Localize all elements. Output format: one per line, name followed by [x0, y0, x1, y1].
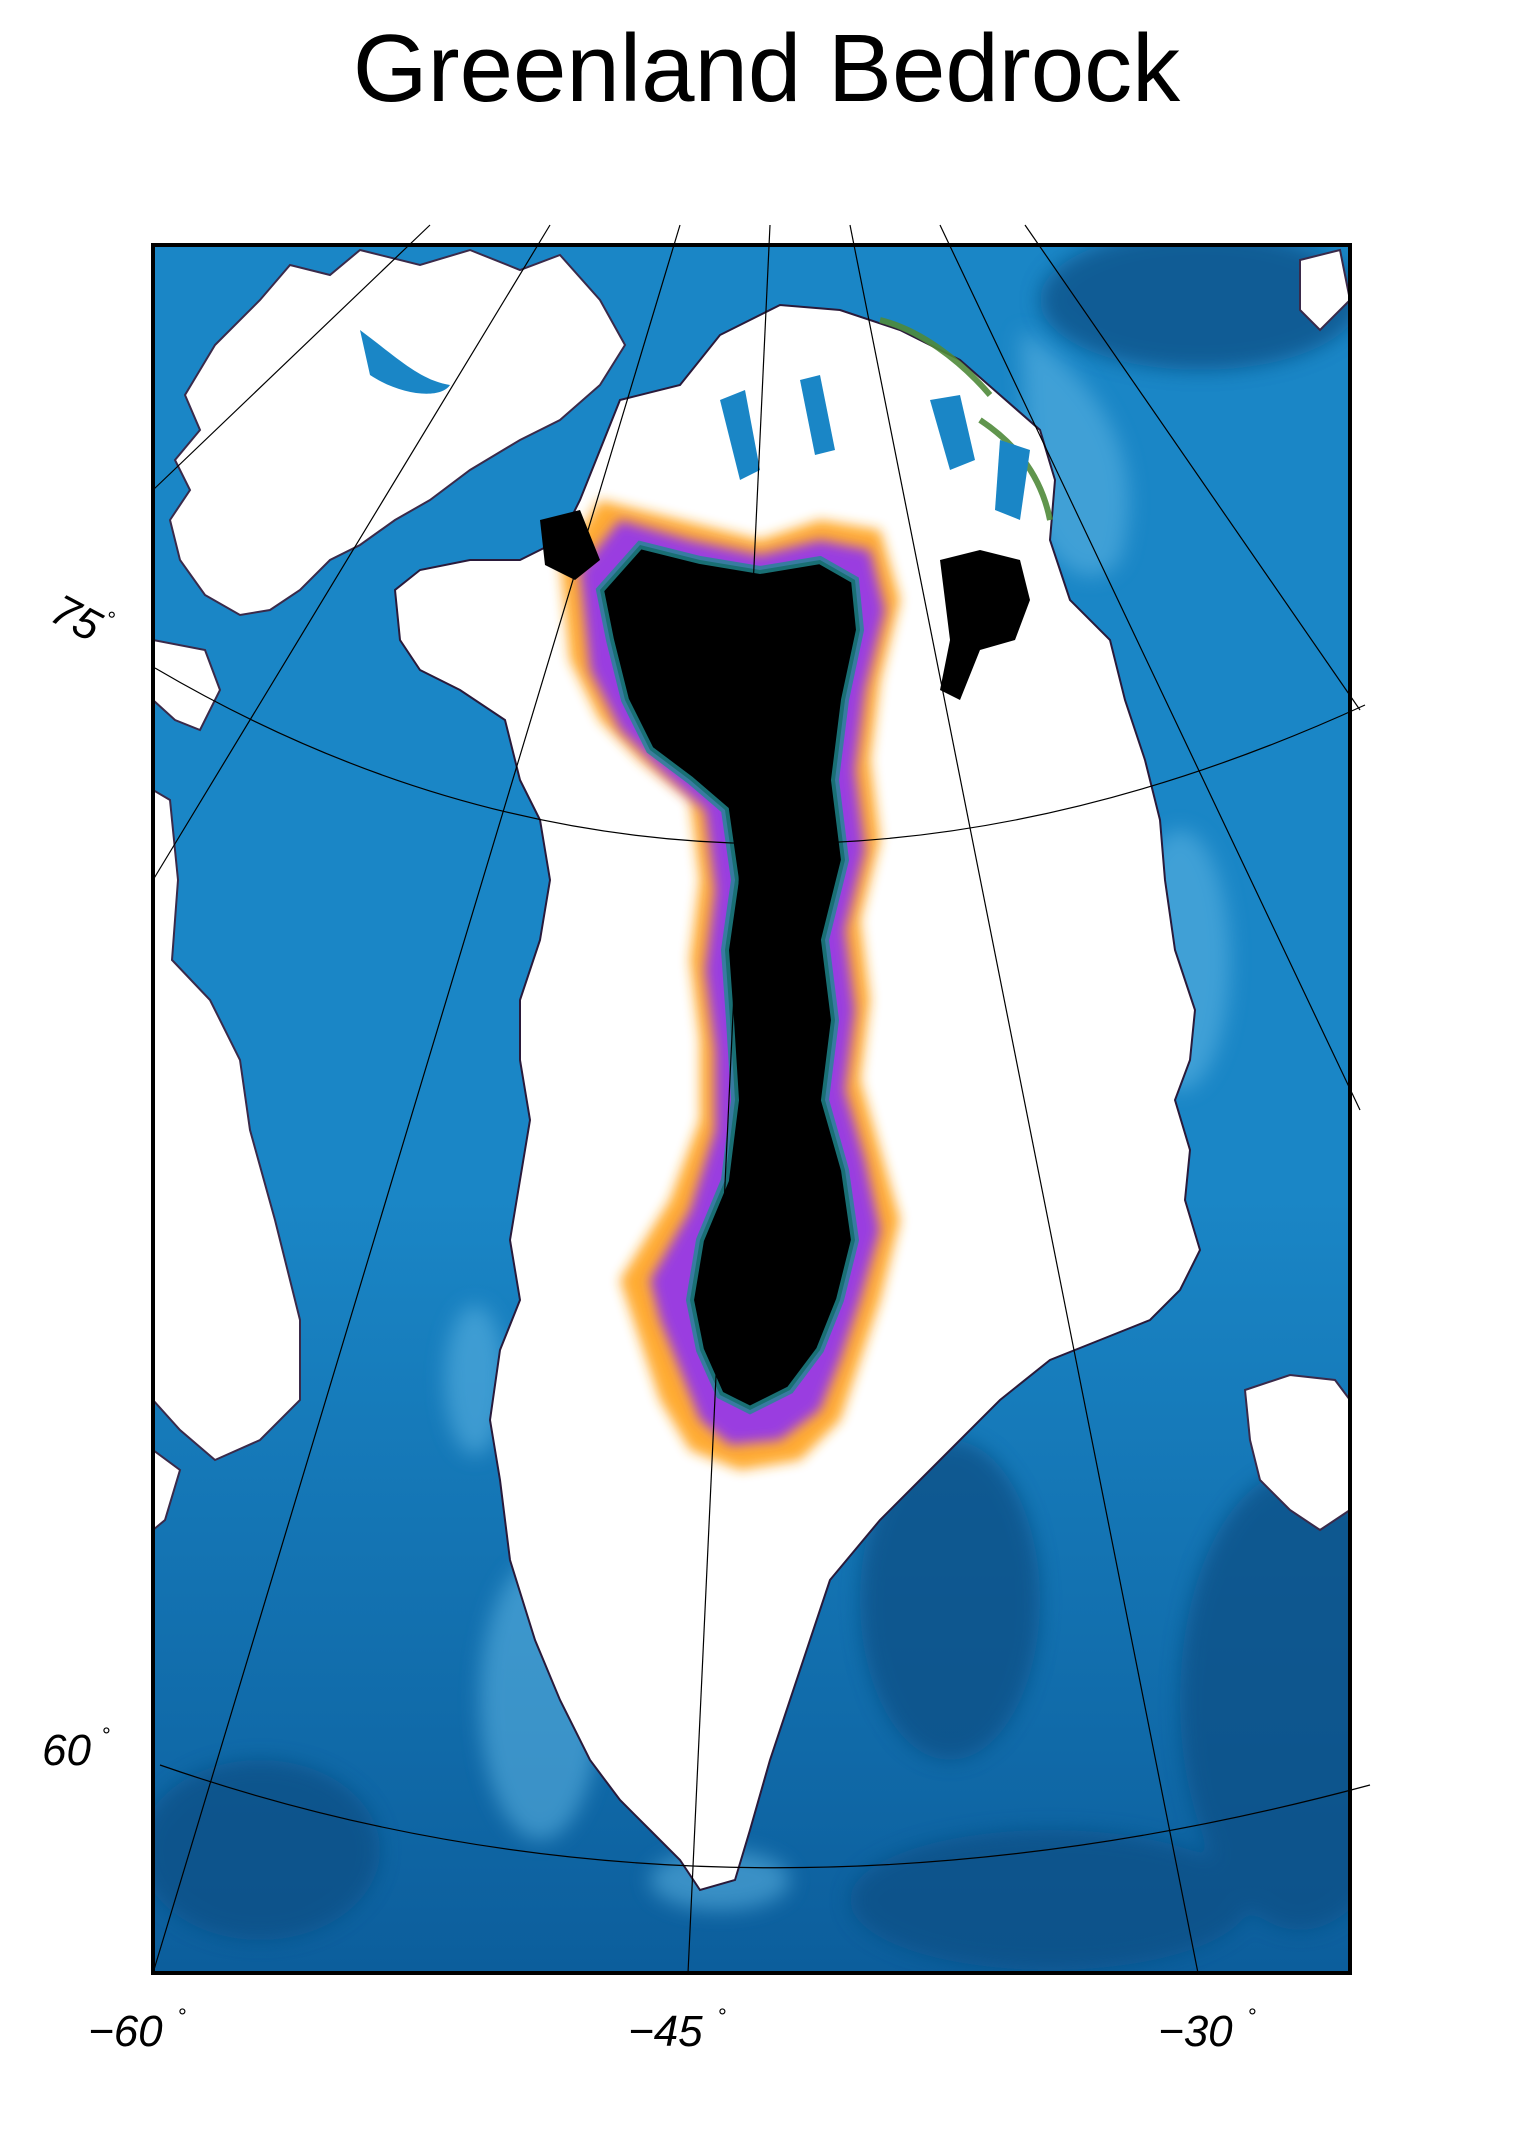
bedrock-black-northeast	[940, 550, 1030, 700]
degree-symbol: °	[178, 2004, 187, 2029]
deep-ocean-basins	[153, 245, 1350, 1970]
tick-text-lon--30: −30	[1158, 2007, 1233, 2056]
iceland	[1243, 1373, 1350, 1532]
canada-fjord	[360, 330, 450, 394]
meridian-line	[939, 224, 1361, 1111]
bedrock-black-northwest	[540, 510, 600, 580]
meridian-line	[152, 224, 681, 1974]
map-frame	[151, 243, 1352, 1975]
tick-label-lat-60: 60 °	[42, 1723, 111, 1775]
map-canvas	[153, 245, 1350, 1973]
north-greenland-fjords	[720, 375, 1030, 520]
tick-label-lon--60: −60 °	[88, 2004, 187, 2056]
ellesmere-island	[168, 248, 627, 617]
map-title: Greenland Bedrock	[352, 15, 1181, 122]
parallel-line	[159, 1764, 1371, 1869]
bedrock-below-sea-level	[540, 500, 1030, 1470]
graticule	[152, 224, 1371, 1974]
tick-text-lat-60: 60	[42, 1726, 91, 1775]
degree-symbol: °	[102, 1723, 111, 1748]
tick-text-lon--60: −60	[88, 2007, 163, 2056]
baffin-island-north	[153, 638, 222, 732]
meridian-line	[152, 224, 551, 881]
parallel-line	[154, 667, 1366, 845]
transition-teal-edge	[595, 540, 865, 1415]
meridian-line	[152, 224, 431, 491]
tick-text-lon--45: −45	[628, 2007, 703, 2056]
meridian-line	[849, 224, 1199, 1974]
degree-symbol: °	[718, 2004, 727, 2029]
degree-symbol: °	[1248, 2004, 1257, 2029]
meridian-line	[1024, 224, 1361, 711]
meridian-line	[687, 224, 771, 1974]
baffin-island-south	[153, 1448, 182, 1532]
tick-label-lon--45: −45 °	[628, 2004, 727, 2056]
tick-text-lat-75: 75	[43, 585, 110, 651]
svalbard	[1299, 248, 1350, 332]
tick-label-lon--30: −30 °	[1158, 2004, 1257, 2056]
tick-label-lat-75: 75 °	[43, 585, 119, 651]
baffin-island	[153, 788, 301, 1462]
